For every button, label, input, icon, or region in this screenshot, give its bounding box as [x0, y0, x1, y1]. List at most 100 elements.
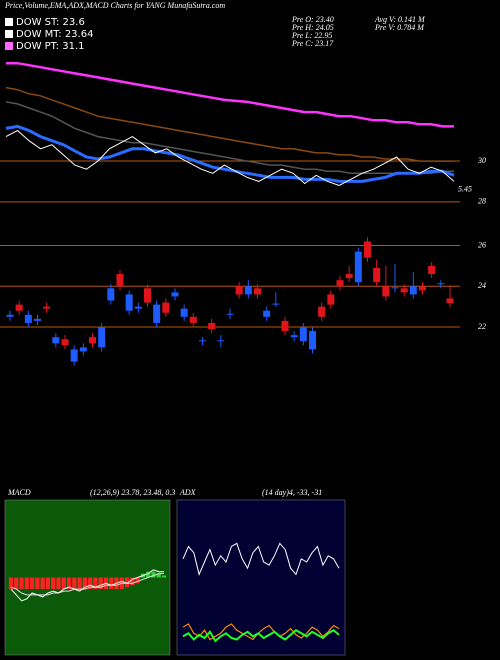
histogram-bar	[40, 577, 45, 590]
candle-body	[382, 286, 390, 297]
panel-background	[176, 499, 346, 656]
info-text: Pre V: 0.784 M	[374, 23, 425, 32]
y-tick-label: 28	[478, 197, 486, 206]
histogram-bar	[72, 577, 77, 590]
candle-body	[327, 294, 335, 305]
candle-body	[272, 303, 280, 305]
info-text: Pre C: 23.17	[291, 39, 334, 48]
candle-body	[263, 310, 271, 317]
candle-body	[107, 288, 115, 301]
histogram-bar	[93, 577, 98, 590]
candle-body	[144, 288, 151, 303]
histogram-bar	[14, 577, 19, 590]
series-line	[5, 124, 455, 183]
candle-body	[199, 340, 206, 342]
y-tick-label: 24	[478, 281, 486, 290]
candle-body	[79, 347, 87, 352]
candle-body	[89, 337, 96, 344]
candle-body	[6, 314, 14, 317]
info-text: Pre L: 22.95	[291, 31, 332, 40]
histogram-bar	[8, 577, 14, 590]
candle-body	[208, 322, 216, 330]
candle-body	[171, 292, 179, 297]
candle-body	[419, 286, 426, 291]
panel-title: MACD	[7, 488, 31, 497]
candle-body	[299, 327, 307, 342]
candle-body	[116, 274, 124, 287]
histogram-bar	[109, 577, 114, 590]
info-text: Avg V: 0.141 M	[374, 15, 426, 24]
histogram-bar	[61, 577, 66, 590]
candle-body	[437, 283, 445, 285]
series-line	[5, 101, 454, 175]
histogram-bar	[151, 571, 156, 578]
candle-body	[318, 306, 326, 317]
histogram-bar	[130, 577, 135, 586]
legend-label: DOW MT: 23.64	[16, 29, 93, 40]
candle-body	[98, 327, 106, 348]
candle-body	[162, 302, 170, 313]
candle-body	[391, 287, 399, 289]
candle-body	[180, 308, 188, 317]
y-tick-label: 26	[478, 240, 486, 249]
series-line	[5, 129, 455, 187]
histogram-bar	[51, 577, 56, 590]
series-line	[182, 542, 340, 576]
legend-swatch	[5, 42, 13, 50]
candle-body	[373, 267, 381, 283]
legend-swatch	[5, 30, 13, 38]
histogram-bar	[98, 577, 103, 590]
candle-body	[24, 314, 32, 323]
histogram-bar	[24, 577, 29, 590]
candle-body	[61, 339, 69, 346]
candle-body	[34, 318, 41, 321]
histogram-bar	[124, 577, 130, 588]
y-tick-label: 22	[478, 322, 486, 331]
panel-label: (12,26,9) 23.78, 23.48, 0.3	[90, 488, 175, 497]
series-line	[5, 86, 454, 162]
page-title: Price,Volume,EMA,ADX,MACD Charts for YAN…	[4, 1, 225, 10]
histogram-bar	[161, 575, 167, 578]
histogram-bar	[66, 577, 72, 590]
legend-label: DOW ST: 23.6	[16, 17, 85, 28]
annotation: 5.45	[458, 185, 472, 194]
panel-background	[4, 499, 171, 656]
histogram-bar	[29, 577, 35, 590]
candle-body	[235, 286, 243, 295]
series-line	[182, 623, 340, 641]
candle-body	[125, 294, 133, 311]
series-line	[182, 628, 340, 643]
panel-title: ADX	[179, 488, 197, 497]
series-line	[6, 61, 454, 128]
candle-body	[309, 331, 316, 350]
candle-body	[153, 304, 161, 323]
histogram-bar	[77, 577, 82, 590]
histogram-bar	[156, 573, 161, 578]
candle-body	[134, 306, 142, 309]
legend-label: DOW PT: 31.1	[16, 41, 85, 52]
candle-body	[226, 313, 234, 315]
histogram-bar	[19, 577, 24, 590]
info-text: Pre O: 23.40	[291, 15, 334, 24]
candle-body	[409, 286, 417, 295]
candle-body	[70, 349, 78, 362]
candle-body	[354, 251, 362, 283]
candle-body	[244, 286, 252, 295]
histogram-bar	[146, 571, 151, 578]
candle-body	[189, 316, 197, 323]
histogram-bar	[56, 577, 61, 590]
histogram-bar	[35, 577, 40, 590]
y-tick-label: 30	[477, 156, 486, 165]
candle-body	[290, 335, 298, 338]
candle-body	[345, 274, 353, 279]
histogram-bar	[82, 577, 87, 590]
candle-body	[254, 288, 261, 295]
legend-swatch	[5, 18, 13, 26]
series-line	[10, 569, 164, 602]
candle-body	[336, 280, 344, 287]
candle-body	[446, 298, 454, 304]
histogram-bar	[88, 577, 93, 590]
panel-label: (14 day)4, -33, -31	[262, 488, 322, 497]
histogram-bar	[135, 577, 140, 584]
